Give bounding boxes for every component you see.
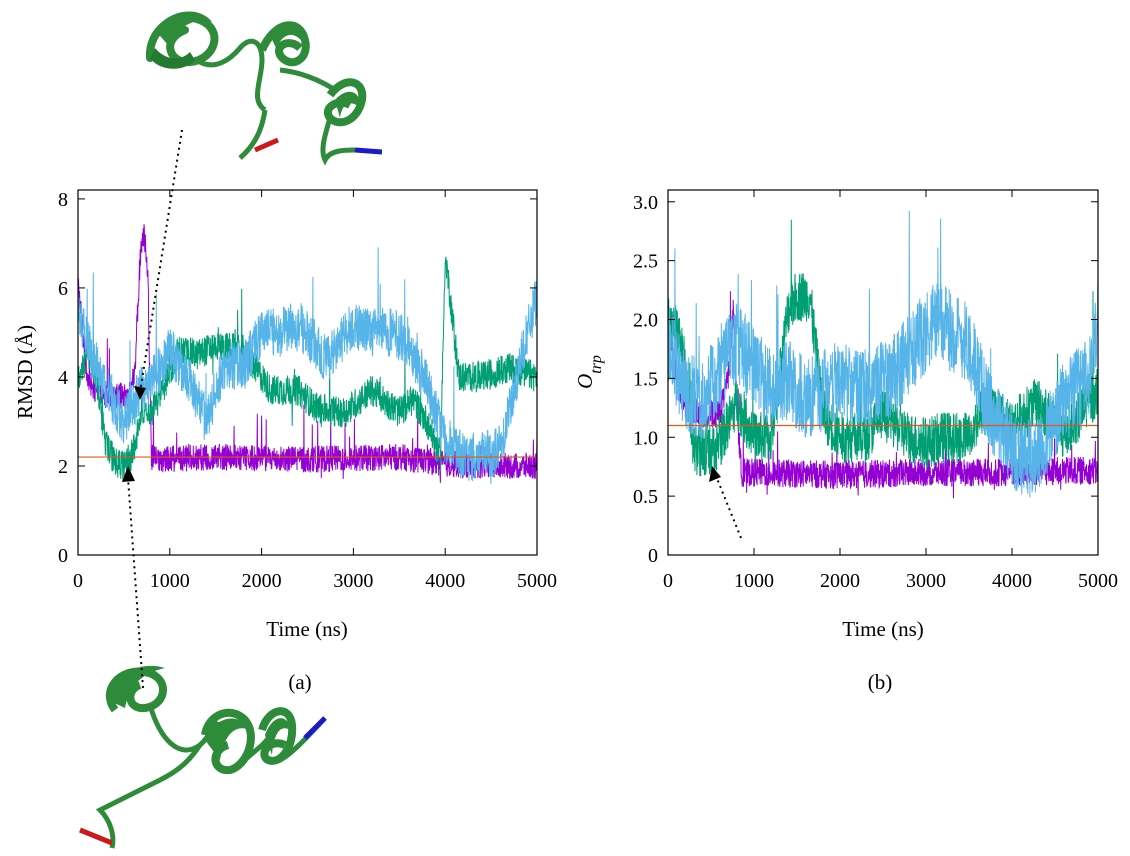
y-tick-label: 0 (648, 545, 658, 567)
caption-b: (b) (868, 670, 893, 694)
arrow-top-to-panel-a (139, 129, 183, 393)
x-tick-label: 5000 (517, 570, 557, 592)
x-tick-label: 3000 (906, 570, 946, 592)
series-line-green (78, 256, 537, 481)
x-tick-label: 3000 (333, 570, 373, 592)
ticks-a: 0 1000 2000 3000 4000 5000 0 2 4 6 8 (58, 189, 557, 592)
x-tick-label: 1000 (150, 570, 190, 592)
ticks-b: 0 1000 2000 3000 4000 5000 0 0.5 1.0 1.5 2.0 2.5 3.0 (633, 190, 1118, 592)
y-tick-label: 8 (58, 189, 68, 211)
x-tick-label: 2000 (820, 570, 860, 592)
y-tick-label: 2 (58, 456, 68, 478)
x-tick-label: 5000 (1078, 570, 1118, 592)
ylabel-b: Otrp (573, 355, 605, 389)
arrowhead-bottom (122, 466, 135, 482)
panel-a-rmsd: 0 1000 2000 3000 4000 5000 0 2 4 6 8 Time (ns) RMS… (13, 189, 557, 694)
x-tick-label: 0 (663, 570, 673, 592)
y-tick-label: 1.0 (633, 427, 658, 449)
series-line-skyblue (78, 247, 537, 485)
arrowhead-panel-b (709, 466, 721, 482)
y-tick-label: 0 (58, 545, 68, 567)
series-line-green (668, 219, 1098, 477)
x-tick-label: 1000 (734, 570, 774, 592)
y-tick-label: 6 (58, 278, 68, 300)
protein-ribbon-bottom-icon (79, 665, 327, 849)
y-tick-label: 2.5 (633, 251, 658, 273)
y-tick-label: 2.0 (633, 310, 658, 332)
xlabel-a: Time (ns) (266, 617, 348, 641)
series-line-skyblue (668, 210, 1098, 498)
y-tick-label: 0.5 (633, 486, 658, 508)
x-tick-label: 4000 (992, 570, 1032, 592)
x-tick-label: 0 (73, 570, 83, 592)
panel-b-otrp: 0 1000 2000 3000 4000 5000 0 0.5 1.0 1.5 2.0 2.5 3.0… (573, 189, 1118, 694)
y-tick-label: 3.0 (633, 192, 658, 214)
protein-ribbon-top-icon (145, 11, 383, 166)
caption-a: (a) (288, 670, 311, 694)
plot-area-a (78, 224, 537, 485)
ylabel-a: RMSD (Å) (13, 325, 37, 419)
y-tick-label: 4 (58, 367, 68, 389)
axes-frame-a (77, 189, 538, 556)
xlabel-b: Time (ns) (842, 617, 924, 641)
arrowhead-top (134, 386, 146, 400)
ylabel-b-subscript: trp (588, 355, 605, 374)
arrow-bottom-to-panel-a (127, 477, 144, 689)
axes-frame-b (667, 189, 1099, 556)
annotation-arrows (122, 129, 742, 689)
x-tick-label: 2000 (242, 570, 282, 592)
arrow-panel-b (715, 475, 742, 539)
plot-area-b (668, 210, 1098, 499)
y-tick-label: 1.5 (633, 368, 658, 390)
x-tick-label: 4000 (425, 570, 465, 592)
